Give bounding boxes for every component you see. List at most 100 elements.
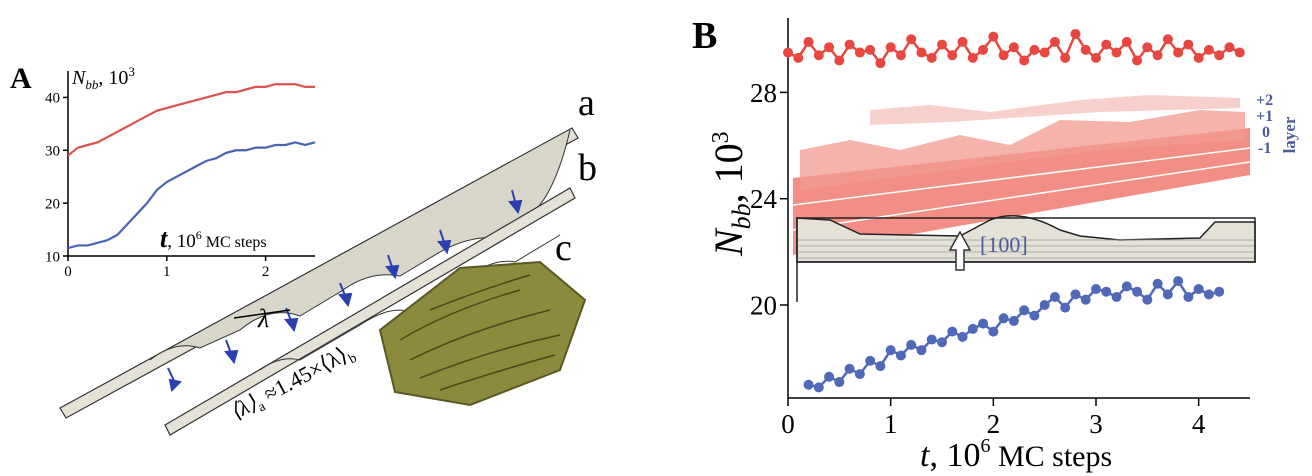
marker	[1203, 289, 1214, 300]
layer-label: -1	[1258, 140, 1271, 157]
x-tick-label: 2	[987, 409, 1001, 439]
x-axis-label: t, 106 MC steps	[920, 435, 1112, 474]
marker	[1091, 284, 1101, 295]
series-line	[808, 278, 1220, 389]
marker	[885, 42, 896, 53]
marker	[1162, 289, 1173, 300]
marker	[947, 50, 958, 61]
marker	[865, 44, 876, 55]
marker	[1039, 47, 1050, 58]
marker	[988, 326, 999, 337]
x-axis-label-part: MC steps	[202, 234, 267, 251]
marker	[1193, 284, 1204, 295]
marker	[803, 379, 814, 390]
marker	[1183, 292, 1194, 303]
x-axis-label-part: MC steps	[990, 440, 1112, 473]
marker	[988, 31, 999, 42]
marker	[906, 34, 917, 45]
marker	[1060, 52, 1071, 63]
marker	[998, 50, 1009, 61]
y-tick-label: 20	[750, 290, 777, 320]
marker	[1101, 39, 1112, 50]
marker	[1121, 36, 1132, 47]
marker	[926, 334, 937, 345]
slab-b	[164, 187, 576, 436]
marker	[1101, 286, 1112, 297]
layer-label: +1	[1256, 108, 1273, 125]
cluster	[378, 260, 587, 407]
marker	[1019, 305, 1030, 316]
marker	[1070, 289, 1081, 300]
y-tick-label: 28	[750, 78, 777, 108]
cross-section	[796, 215, 1256, 302]
direction-arrow	[948, 230, 972, 271]
marker	[844, 39, 855, 50]
marker	[1152, 278, 1163, 289]
marker	[957, 331, 968, 342]
marker	[1029, 44, 1040, 55]
x-tick-label: 2	[262, 264, 270, 280]
marker	[1111, 292, 1122, 303]
marker	[1142, 294, 1153, 305]
y-axis-label-part: 3	[128, 64, 135, 79]
marker	[895, 50, 906, 61]
marker	[1162, 34, 1173, 45]
y-axis-label-part: N	[71, 67, 87, 89]
marker	[1019, 55, 1030, 66]
marker	[834, 55, 845, 66]
lambda-span	[233, 309, 291, 319]
marker	[1214, 50, 1225, 61]
marker	[834, 377, 845, 388]
marker	[1214, 286, 1225, 297]
marker	[783, 47, 793, 58]
marker	[854, 47, 865, 58]
marker	[1203, 44, 1214, 55]
marker	[967, 52, 978, 63]
marker	[1080, 294, 1091, 305]
x-axis-label: t, 106 MC steps	[160, 224, 267, 253]
layer-title: layer	[1280, 116, 1299, 153]
marker	[1132, 55, 1143, 66]
marker	[1070, 28, 1081, 39]
y-axis-label: Nbb, 103	[71, 64, 135, 92]
marker	[875, 361, 886, 372]
marker	[916, 47, 927, 58]
marker	[854, 369, 865, 380]
marker	[844, 363, 855, 374]
x-axis-label-part: 6	[980, 435, 990, 457]
marker	[1080, 44, 1091, 55]
y-tick-label: 30	[45, 144, 60, 160]
slab-a	[59, 127, 579, 419]
y-tick-label: 24	[750, 184, 778, 214]
marker	[824, 42, 835, 53]
marker	[937, 337, 947, 348]
annotation: b	[578, 147, 597, 189]
x-axis-label-part: t	[920, 437, 931, 474]
series-line	[67, 141, 316, 250]
marker	[1060, 302, 1071, 313]
y-axis-label-part: , 10	[98, 67, 128, 89]
marker	[1121, 281, 1132, 292]
y-tick-label: 20	[45, 196, 60, 212]
marker	[1091, 52, 1101, 63]
x-axis-label-part: , 10	[167, 231, 196, 252]
marker	[895, 350, 906, 361]
marker	[885, 345, 896, 356]
panel-label: B	[692, 15, 717, 57]
x-tick-label: 3	[1089, 409, 1103, 439]
marker	[1152, 50, 1163, 61]
marker	[1008, 42, 1019, 53]
marker	[1173, 276, 1184, 287]
direction-label: [100]	[980, 232, 1028, 257]
marker	[1224, 42, 1235, 53]
layers	[792, 95, 1251, 255]
layer-label: +2	[1256, 92, 1273, 109]
marker	[824, 371, 835, 382]
marker	[978, 318, 989, 329]
marker	[1193, 52, 1204, 63]
layer-label: 0	[1262, 124, 1270, 141]
marker	[1039, 299, 1050, 310]
marker	[967, 323, 978, 334]
marker	[1049, 292, 1060, 303]
x-tick-label: 1	[884, 409, 898, 439]
